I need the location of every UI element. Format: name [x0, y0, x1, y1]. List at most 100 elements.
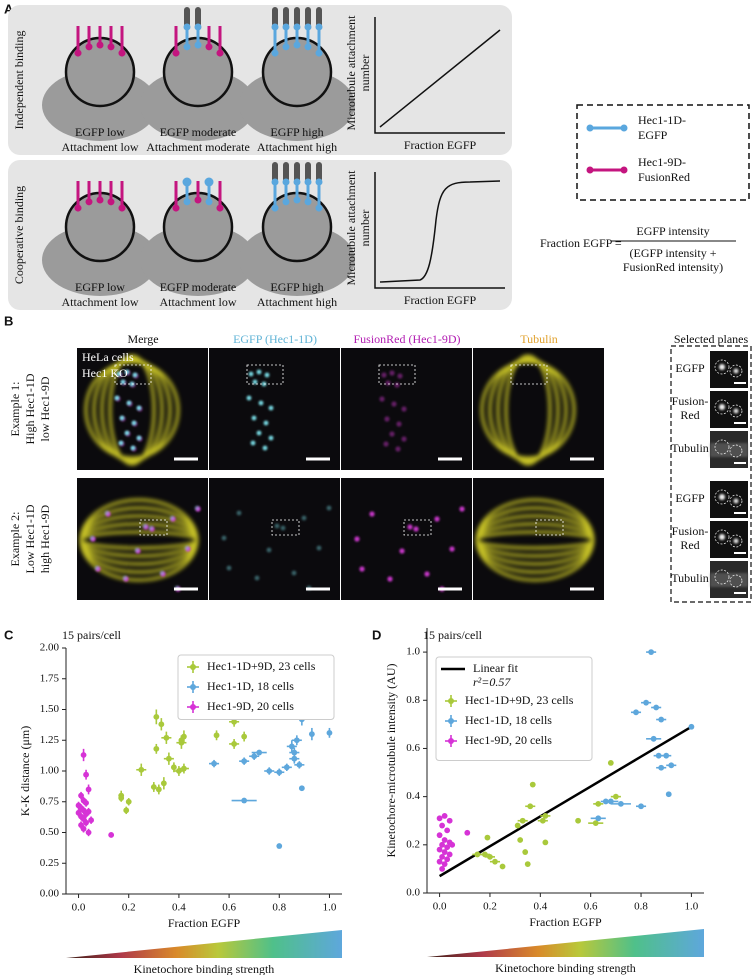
hec1-dot [271, 204, 279, 212]
data-point [213, 732, 220, 739]
plane-ring [714, 529, 730, 545]
hec1-head [282, 178, 290, 186]
schematic-curve [379, 29, 501, 128]
kinetochore [120, 379, 126, 385]
hec1-dot [194, 196, 202, 204]
schematic-y-label: Microtubule attachment [344, 15, 358, 131]
cell-caption: Attachment low [62, 140, 139, 154]
kinetochore [385, 380, 391, 386]
legend-box [435, 656, 593, 761]
data-point [524, 861, 531, 867]
fit-line [438, 725, 693, 878]
schematic-x-label: Fraction EGFP [404, 293, 477, 307]
plane-label: EGFP [675, 491, 705, 505]
kinetochore [258, 400, 264, 406]
legend-marker [190, 684, 196, 690]
data-point [155, 786, 162, 793]
kinetochore [316, 545, 322, 551]
y-tick-label: 2.00 [40, 642, 60, 654]
data-point [444, 844, 451, 851]
y-tick-label: 1.50 [40, 703, 60, 715]
y-tick-label: 0.6 [406, 742, 420, 754]
data-point [653, 704, 660, 711]
legend-box [576, 104, 750, 201]
kinetochore [246, 395, 252, 401]
kinetochore [291, 570, 297, 576]
y-tick-label: 0.0 [406, 887, 420, 899]
kinetochore [424, 571, 430, 577]
x-tick-label: 0.2 [122, 902, 136, 914]
micrograph [341, 348, 472, 470]
legend-text: Hec1-1D- [638, 113, 686, 127]
data-point [83, 811, 89, 817]
zoom-box [403, 519, 432, 536]
kinetochore [248, 371, 254, 377]
panel-label: D [372, 627, 381, 642]
kinetochore [136, 405, 142, 411]
data-point [75, 809, 82, 816]
spindle-fiber [92, 358, 172, 462]
data-point [446, 817, 453, 824]
kinetochore [122, 575, 128, 581]
hec1-head [315, 23, 323, 31]
hec1-dot [194, 41, 202, 49]
schematic-x-label: Fraction EGFP [404, 138, 477, 152]
data-point [276, 769, 283, 776]
legend-text: EGFP [638, 128, 668, 142]
data-point [487, 853, 493, 860]
data-point [80, 752, 87, 758]
data-point [499, 863, 506, 870]
x-tick-label: 0.0 [72, 902, 86, 914]
data-point [517, 837, 524, 843]
hec1-dot [172, 49, 180, 57]
data-point [439, 866, 446, 872]
data-point [595, 800, 602, 807]
data-point [80, 825, 87, 832]
data-point [439, 822, 446, 829]
data-point [83, 771, 89, 778]
plane-texture [710, 573, 748, 587]
hec1-dot [304, 198, 312, 206]
data-point [539, 817, 546, 824]
data-point [441, 861, 448, 867]
hec1-dot [96, 41, 104, 49]
data-point [298, 785, 305, 792]
x-tick-label: 0.0 [433, 901, 447, 913]
kinetochore [395, 446, 401, 452]
data-point [176, 768, 182, 774]
plane-spot [719, 404, 725, 410]
legend-text: Hec1-1D+9D, 23 cells [207, 659, 316, 673]
hec1-head [271, 178, 279, 186]
kinetochore [459, 506, 465, 512]
schematic-axes [374, 172, 505, 289]
zoom-box [114, 364, 152, 385]
image-background [77, 478, 208, 600]
data-point [165, 755, 172, 762]
legend-text: Hec1-1D, 18 cells [207, 679, 294, 693]
legend-dot [586, 124, 594, 132]
hec1-head [304, 23, 312, 31]
plane-ring [729, 444, 743, 458]
plane-ring [714, 439, 730, 455]
hec1-head [315, 178, 323, 186]
microtubule [305, 162, 311, 182]
y-tick-label: 1.00 [40, 765, 60, 777]
data-point [439, 853, 446, 860]
plane-spot [733, 538, 739, 544]
hec1-head [293, 23, 301, 31]
hec1-dot [271, 49, 279, 57]
cell-note: Hec1 KO [82, 366, 128, 380]
plane-label: Red [680, 408, 699, 422]
legend-marker [190, 704, 196, 710]
formula-denominator: FusionRed intensity) [623, 260, 723, 274]
kinetochore [263, 420, 269, 426]
cell-caption: Attachment low [62, 295, 139, 309]
y-tick-label: 0.50 [40, 826, 60, 838]
hec1-head [271, 23, 279, 31]
microtubule [316, 7, 322, 27]
row-label: low Hec1-9D [38, 376, 52, 441]
data-point [153, 713, 160, 720]
micrograph [209, 478, 340, 600]
data-point [527, 803, 534, 810]
